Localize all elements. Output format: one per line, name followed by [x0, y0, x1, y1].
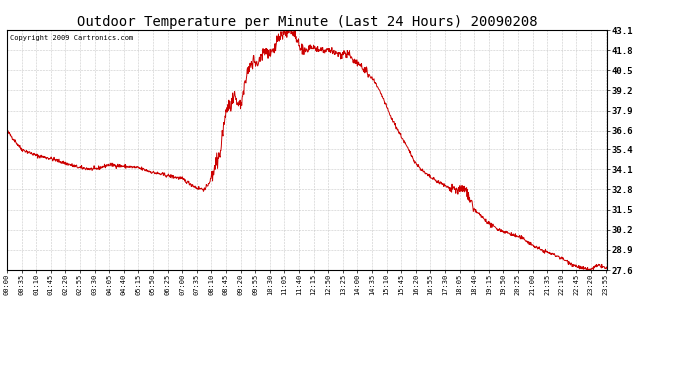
Text: Copyright 2009 Cartronics.com: Copyright 2009 Cartronics.com	[10, 35, 133, 41]
Title: Outdoor Temperature per Minute (Last 24 Hours) 20090208: Outdoor Temperature per Minute (Last 24 …	[77, 15, 538, 29]
